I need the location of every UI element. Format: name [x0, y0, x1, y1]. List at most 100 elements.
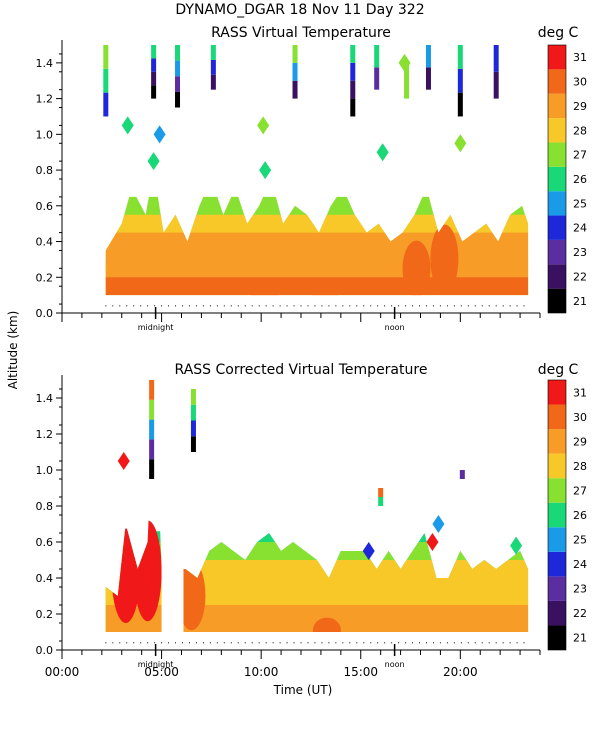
- gate-dot: [481, 642, 483, 644]
- gate-dot: [258, 642, 260, 644]
- warm-patch: [312, 617, 341, 632]
- upper-column-cell: [175, 45, 181, 61]
- warm-patch: [430, 224, 459, 294]
- upper-column-cell: [378, 488, 384, 497]
- upper-column-cell: [190, 389, 196, 405]
- colorbar-label: 23: [573, 246, 587, 259]
- upper-column-cell: [374, 45, 380, 68]
- colorbar-label: 24: [573, 222, 587, 235]
- gate-dot: [321, 305, 323, 307]
- upper-column-cell: [151, 45, 157, 59]
- colorbar-label: 26: [573, 173, 587, 186]
- colorbar-swatch: [548, 142, 566, 167]
- upper-column-cell: [103, 45, 109, 69]
- gate-dot: [112, 642, 114, 644]
- y-tick-label: 1.0: [36, 464, 54, 477]
- colorbar-swatch: [548, 93, 566, 119]
- gate-dot: [446, 305, 448, 307]
- midnight-label: midnight: [138, 660, 174, 669]
- mid-patch: [147, 152, 160, 171]
- colorbar-label: 27: [573, 484, 587, 497]
- gate-dot: [335, 642, 337, 644]
- gate-dot: [272, 305, 274, 307]
- temperature-field: [105, 520, 529, 632]
- y-tick-label: 0.6: [36, 200, 54, 213]
- upper-column-cell: [378, 497, 384, 506]
- gate-dot: [154, 642, 156, 644]
- colorbar-swatch: [548, 288, 566, 313]
- colorbar-swatch: [548, 45, 566, 70]
- y-tick-label: 0.0: [36, 644, 54, 657]
- gate-dot: [342, 642, 344, 644]
- colorbar-swatch: [548, 478, 566, 503]
- upper-column-cell: [175, 91, 181, 108]
- mid-patch: [454, 134, 467, 153]
- colorbar-label: 25: [573, 197, 587, 210]
- mid-patch: [257, 116, 270, 135]
- x-tick-label: 05:00: [144, 665, 179, 679]
- gate-dot: [446, 642, 448, 644]
- gate-dot: [439, 305, 441, 307]
- gate-dot: [168, 642, 170, 644]
- upper-column-cell: [374, 67, 380, 90]
- upper-column-cell: [151, 58, 157, 72]
- mid-patch: [376, 143, 389, 162]
- gate-dot: [391, 305, 393, 307]
- gate-dot: [474, 305, 476, 307]
- gate-dot: [230, 642, 232, 644]
- gate-dot: [161, 642, 163, 644]
- gate-dot: [300, 305, 302, 307]
- colorbar-label: 29: [573, 435, 587, 448]
- y-tick-label: 0.2: [36, 271, 54, 284]
- colorbar-swatch: [548, 576, 566, 601]
- x-tick-label: 00:00: [45, 665, 80, 679]
- y-tick-label: 0.4: [36, 572, 54, 585]
- colorbar-label: 28: [573, 124, 587, 137]
- upper-column-cell: [151, 85, 157, 99]
- gate-dot: [419, 305, 421, 307]
- gate-dot: [154, 305, 156, 307]
- upper-column-cell: [457, 45, 463, 69]
- gate-dot: [391, 642, 393, 644]
- panel-title: RASS Corrected Virtual Temperature: [175, 362, 428, 378]
- gate-dot: [147, 642, 149, 644]
- colorbar-label: 28: [573, 460, 587, 473]
- y-tick-label: 1.2: [36, 93, 54, 106]
- upper-column-cell: [103, 68, 109, 93]
- y-tick-label: 1.0: [36, 128, 54, 141]
- mid-patch: [121, 116, 134, 135]
- gate-dot: [377, 642, 379, 644]
- temperature-field: [105, 196, 529, 296]
- colorbar-swatch: [548, 429, 566, 454]
- gate-dot: [230, 305, 232, 307]
- gate-dot: [523, 305, 525, 307]
- gate-dot: [251, 642, 253, 644]
- gate-dot: [188, 642, 190, 644]
- mid-patch: [362, 542, 375, 560]
- colorbar-swatch: [548, 404, 566, 430]
- gate-dot: [286, 642, 288, 644]
- gate-dot: [181, 305, 183, 307]
- colorbar-label: 22: [573, 270, 587, 283]
- gate-dot: [307, 305, 309, 307]
- gate-dot: [133, 305, 135, 307]
- colorbar-swatch: [548, 551, 566, 577]
- gate-dot: [439, 642, 441, 644]
- x-tick-label: 15:00: [343, 665, 378, 679]
- upper-column-cell: [292, 80, 298, 99]
- colorbar-label: 24: [573, 558, 587, 571]
- gate-dot: [314, 642, 316, 644]
- panel-title: RASS Virtual Temperature: [211, 25, 391, 41]
- gate-dot: [279, 305, 281, 307]
- gate-dot: [272, 642, 274, 644]
- upper-column-cell: [457, 92, 463, 117]
- upper-column-cell: [190, 420, 196, 437]
- gate-dot: [168, 305, 170, 307]
- x-tick-label: 20:00: [443, 665, 478, 679]
- gate-dot: [363, 305, 365, 307]
- gate-dot: [488, 305, 490, 307]
- gate-dot: [509, 642, 511, 644]
- upper-column-cell: [350, 62, 356, 81]
- colorbar-label: 27: [573, 149, 587, 162]
- mid-patch: [432, 515, 445, 533]
